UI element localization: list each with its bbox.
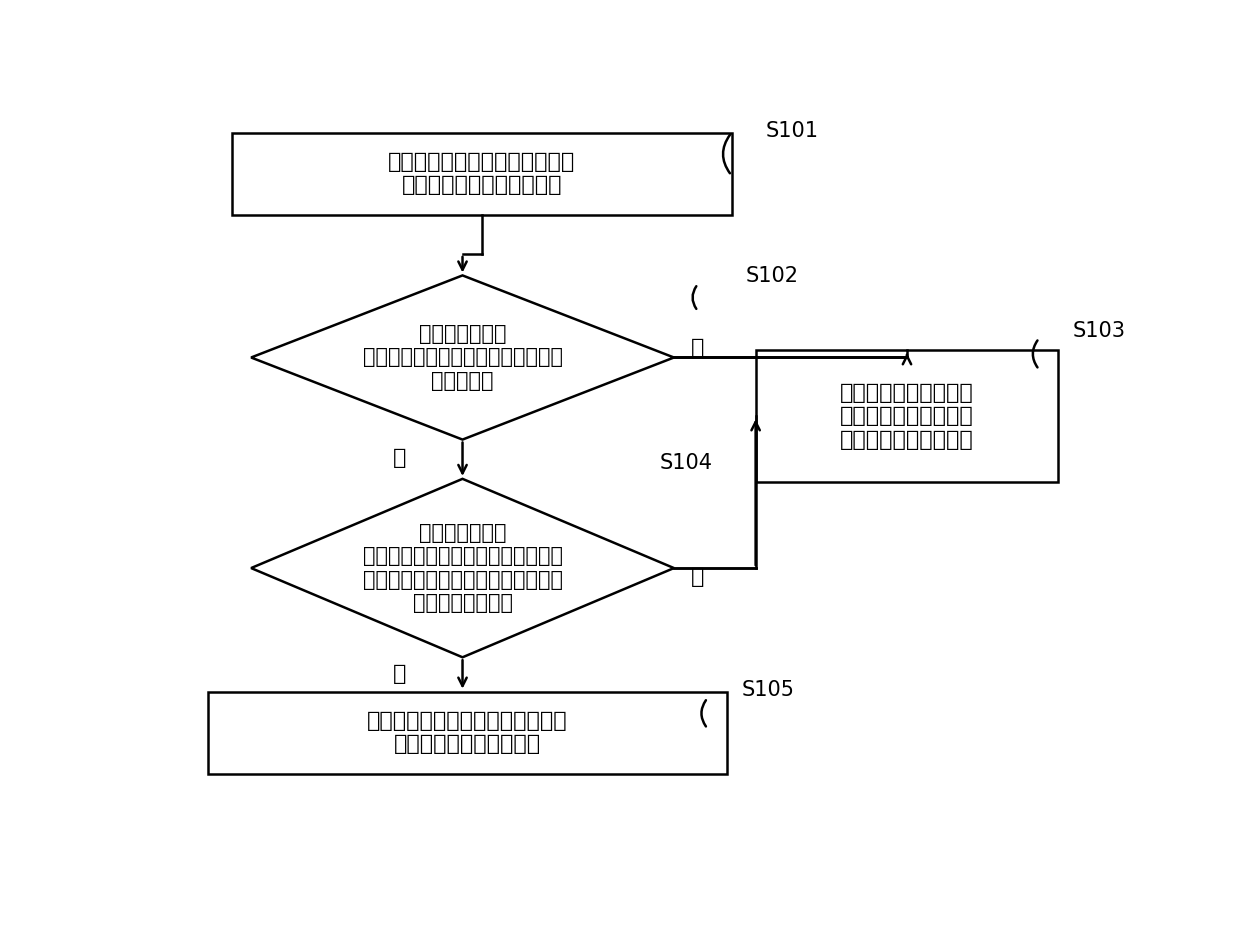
Text: 判断第一顺位的
目标设备的运行状态是否符合其对应
的预设状态: 判断第一顺位的 目标设备的运行状态是否符合其对应 的预设状态: [362, 324, 563, 390]
FancyBboxPatch shape: [232, 133, 732, 215]
Text: 否: 否: [393, 448, 407, 468]
Text: 所有目标设备均不符合预设状态，
保持空调的当前运行温度: 所有目标设备均不符合预设状态， 保持空调的当前运行温度: [367, 711, 568, 755]
Text: S102: S102: [746, 266, 799, 286]
Text: S103: S103: [1073, 321, 1126, 341]
Text: 否: 否: [393, 664, 407, 684]
Text: S105: S105: [742, 680, 794, 700]
Text: 是: 是: [691, 566, 704, 587]
Text: 是: 是: [691, 338, 704, 358]
Text: 比较预设舒适温度与空
调当前的运行温度，以
确定是否调整运行温度: 比较预设舒适温度与空 调当前的运行温度，以 确定是否调整运行温度: [841, 383, 973, 450]
Text: S104: S104: [660, 453, 713, 473]
FancyBboxPatch shape: [755, 350, 1058, 482]
Polygon shape: [250, 479, 675, 657]
Text: 监测多个目标设备的运行状态，
并设定多个目标设备的顺序: 监测多个目标设备的运行状态， 并设定多个目标设备的顺序: [388, 152, 575, 196]
Text: 判断第一顺位的
目标设备的运行状态是否符合其对应
的预设状态，以此类推，直至所有目
标设备均判断完成: 判断第一顺位的 目标设备的运行状态是否符合其对应 的预设状态，以此类推，直至所有…: [362, 523, 563, 613]
Text: S101: S101: [765, 121, 818, 141]
FancyBboxPatch shape: [208, 692, 727, 774]
Polygon shape: [250, 275, 675, 439]
